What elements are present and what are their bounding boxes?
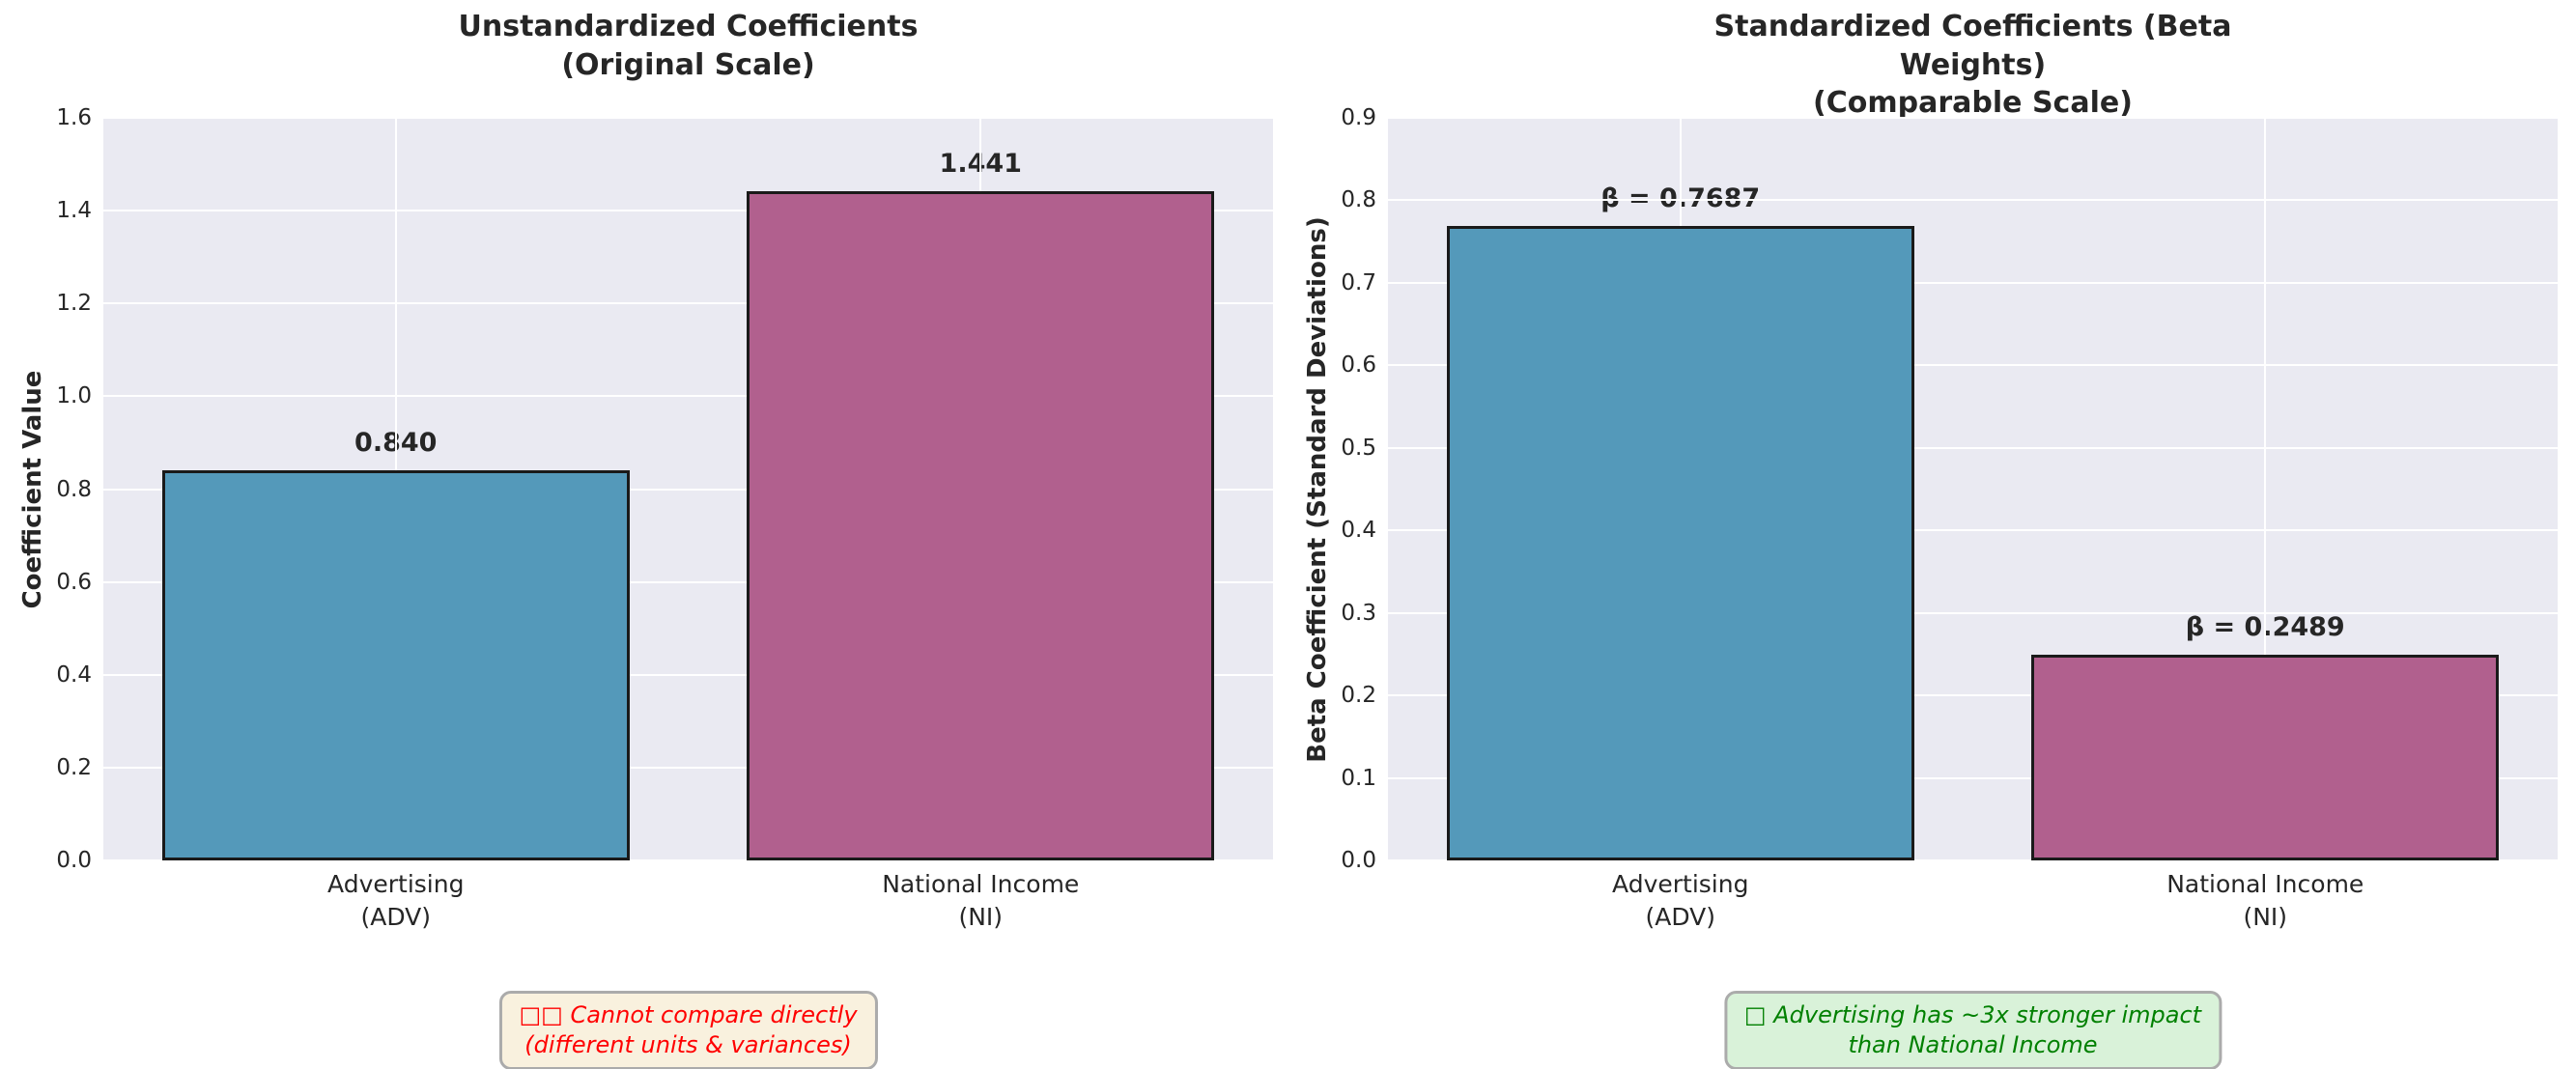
gridline — [1388, 694, 2558, 697]
gridline — [103, 859, 1273, 861]
gridline — [103, 488, 1273, 491]
annotation-line-2: (different units & variances) — [524, 1031, 852, 1059]
left-chart-title: Unstandardized Coefficients (Original Sc… — [458, 10, 919, 82]
y-tick-label: 0.5 — [1341, 435, 1376, 461]
gridline — [1388, 364, 2558, 367]
gridline — [103, 395, 1273, 398]
gridline — [103, 210, 1273, 212]
y-tick-label: 0.1 — [1341, 765, 1376, 791]
gridline — [2264, 118, 2267, 860]
y-tick-label: 0.7 — [1341, 269, 1376, 295]
right-chart-title: Standardized Coefficients (Beta Weights)… — [1713, 10, 2232, 121]
y-tick-label: 0.2 — [1341, 683, 1376, 709]
y-tick-label: 1.6 — [56, 105, 92, 130]
y-tick-label: 0.0 — [56, 848, 92, 873]
y-tick-label: 0.4 — [1341, 518, 1376, 544]
gridline — [103, 766, 1273, 769]
gridline — [1388, 117, 2558, 119]
gridline — [1388, 776, 2558, 779]
gridline — [103, 673, 1273, 676]
y-tick-label: 0.6 — [56, 569, 92, 595]
stronger-impact-annotation-box: □ Advertising has ~3x stronger impact th… — [1723, 991, 2222, 1069]
bar-national-income — [2031, 655, 2500, 860]
y-tick-label: 0.6 — [1341, 352, 1376, 379]
y-tick-label: 0.8 — [56, 476, 92, 502]
y-tick-label: 1.0 — [56, 383, 92, 409]
gridline — [1388, 281, 2558, 284]
gridline — [1388, 859, 2558, 861]
right-plot-area — [1388, 117, 2558, 861]
x-tick-label: Advertising (ADV) — [1612, 870, 1749, 931]
y-tick-label: 0.0 — [1341, 848, 1376, 873]
gridline — [103, 302, 1273, 305]
bar-national-income — [747, 191, 1215, 860]
y-tick-label: 0.2 — [56, 754, 92, 780]
gridline — [1388, 199, 2558, 202]
bar-advertising — [161, 470, 630, 860]
gridline — [1388, 446, 2558, 449]
gridline — [103, 580, 1273, 583]
annotation-line-1: □ Advertising has ~3x stronger impact — [1743, 1001, 2202, 1028]
gridline — [1388, 529, 2558, 532]
y-tick-label: 0.4 — [56, 661, 92, 688]
annotation-line-2: than National Income — [1848, 1031, 2098, 1059]
cannot-compare-annotation-box: □□ Cannot compare directly (different un… — [498, 991, 878, 1069]
x-tick-label: National Income (NI) — [2166, 870, 2364, 931]
y-tick-label: 1.2 — [56, 291, 92, 317]
y-tick-label: 0.3 — [1341, 600, 1376, 626]
y-tick-label: 0.9 — [1341, 105, 1376, 130]
right-y-axis-label: Beta Coefficient (Standard Deviations) — [1303, 215, 1332, 763]
gridline — [1388, 611, 2558, 614]
annotation-line-1: □□ Cannot compare directly — [519, 1001, 858, 1028]
y-tick-label: 0.8 — [1341, 187, 1376, 213]
gridline — [103, 117, 1273, 119]
bar-advertising — [1446, 226, 1914, 860]
x-tick-label: Advertising (ADV) — [327, 870, 465, 931]
y-tick-label: 1.4 — [56, 198, 92, 224]
x-tick-label: National Income (NI) — [882, 870, 1080, 931]
left-plot-area — [103, 117, 1273, 861]
